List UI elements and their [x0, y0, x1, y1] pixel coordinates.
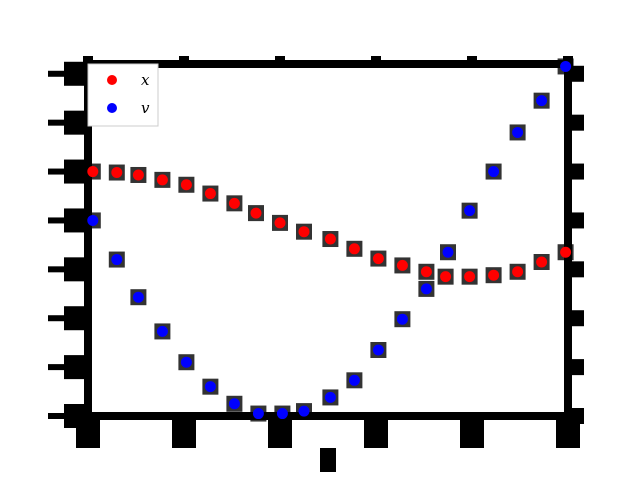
y-tick-left-0 [64, 404, 88, 428]
data-point-x-1 [111, 167, 123, 179]
y-tick-right-4 [568, 212, 584, 229]
data-point-x-18 [512, 266, 524, 278]
y-tick-right-2 [568, 310, 584, 327]
data-point-x-13 [396, 259, 408, 271]
data-point-x-20 [560, 246, 572, 258]
data-point-v-6 [228, 398, 240, 410]
tick-marks [48, 56, 584, 472]
data-point-v-3 [156, 325, 168, 337]
data-point-v-20 [560, 60, 572, 72]
data-point-x-19 [536, 256, 548, 268]
x-tick-top-4 [467, 56, 477, 68]
legend-marker-v [107, 103, 117, 113]
data-point-v-10 [324, 391, 336, 403]
legend-box [87, 63, 159, 127]
data-point-v-14 [420, 283, 432, 295]
y-tick-left-stub-2 [48, 315, 64, 322]
data-point-v-13 [396, 313, 408, 325]
data-point-x-17 [488, 269, 500, 281]
data-point-v-9 [298, 405, 310, 417]
data-point-v-8 [276, 408, 288, 420]
data-point-x-2 [132, 169, 144, 181]
data-point-x-0 [87, 166, 99, 178]
x-tick-bottom-1 [172, 416, 196, 448]
y-tick-left-5 [64, 159, 88, 184]
legend: x v [87, 63, 159, 127]
plot-frame [84, 60, 572, 420]
data-point-x-10 [324, 233, 336, 245]
x-tick-bottom-2 [268, 416, 292, 448]
legend-marker-x [107, 75, 117, 85]
data-point-v-4 [180, 356, 192, 368]
x-tick-top-2 [275, 56, 285, 68]
data-point-x-8 [274, 217, 286, 229]
y-tick-right-7 [568, 65, 584, 82]
y-tick-left-3 [64, 257, 88, 282]
data-point-v-17 [488, 166, 500, 178]
data-point-v-18 [512, 126, 524, 138]
data-point-v-5 [204, 381, 216, 393]
data-point-v-0 [87, 214, 99, 226]
y-tick-left-stub-0 [48, 413, 64, 419]
y-tick-left-stub-3 [48, 266, 64, 273]
y-tick-left-stub-5 [48, 168, 64, 175]
data-point-x-6 [228, 197, 240, 209]
data-points [87, 60, 572, 420]
data-point-x-12 [372, 253, 384, 265]
data-point-x-9 [298, 226, 310, 238]
legend-label-v: v [141, 99, 150, 117]
y-tick-right-6 [568, 114, 584, 131]
x-axis-label-mark [320, 448, 336, 472]
x-tick-bottom-4 [460, 416, 484, 448]
y-tick-left-stub-1 [48, 364, 64, 371]
y-tick-left-4 [64, 208, 88, 233]
data-point-v-15 [442, 246, 454, 258]
data-point-x-4 [180, 179, 192, 191]
y-tick-left-stub-6 [48, 119, 64, 126]
data-point-x-16 [464, 271, 476, 283]
y-tick-right-3 [568, 261, 584, 278]
data-point-x-11 [348, 243, 360, 255]
data-point-x-14 [420, 266, 432, 278]
data-point-v-19 [536, 95, 548, 107]
data-point-v-16 [464, 205, 476, 217]
y-tick-right-0 [568, 408, 584, 424]
legend-label-x: x [141, 71, 150, 89]
y-tick-left-6 [64, 110, 88, 135]
y-tick-left-7 [64, 61, 88, 86]
y-tick-left-stub-4 [48, 217, 64, 224]
data-point-x-3 [156, 174, 168, 186]
data-point-v-7 [252, 408, 264, 420]
data-point-x-5 [204, 188, 216, 200]
data-point-x-15 [440, 271, 452, 283]
x-tick-top-3 [371, 56, 381, 68]
y-tick-left-stub-7 [48, 70, 64, 77]
y-tick-left-2 [64, 306, 88, 331]
x-tick-top-1 [179, 56, 189, 68]
data-point-v-11 [348, 374, 360, 386]
x-tick-bottom-3 [364, 416, 388, 448]
data-point-x-7 [250, 207, 262, 219]
axes [84, 60, 572, 420]
y-tick-right-1 [568, 359, 584, 376]
data-point-v-2 [132, 291, 144, 303]
data-point-v-1 [111, 254, 123, 266]
data-point-v-12 [372, 344, 384, 356]
y-tick-right-5 [568, 163, 584, 180]
y-tick-left-1 [64, 355, 88, 380]
